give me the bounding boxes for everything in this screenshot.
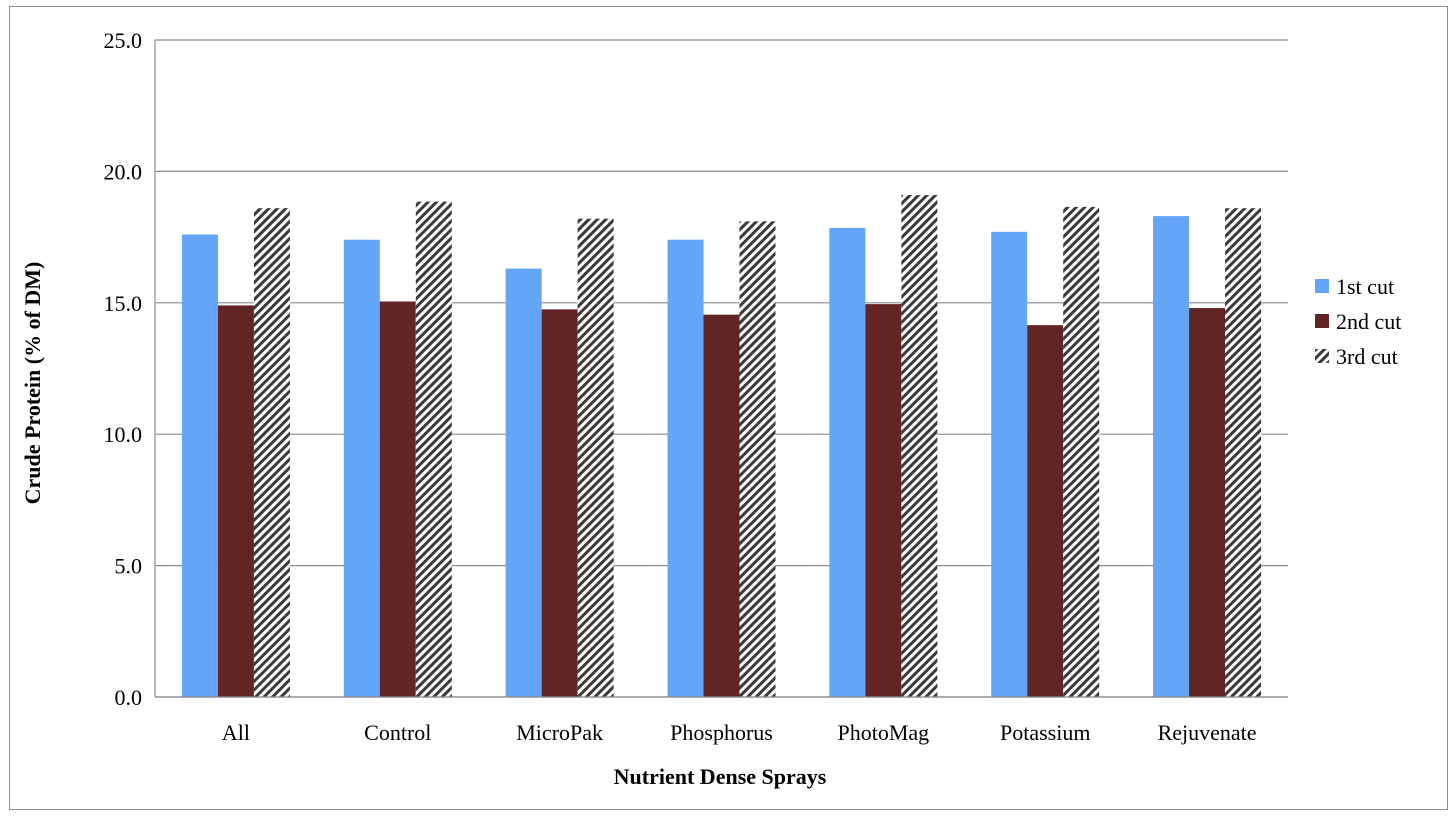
- axes: [154, 40, 1288, 698]
- bar-2nd-cut-phosphorus: [703, 314, 740, 697]
- x-tick-label: PhotoMag: [838, 720, 930, 745]
- bar-1st-cut-micropak: [505, 268, 542, 697]
- bar-2nd-cut-all: [217, 305, 254, 697]
- y-tick-label: 0.0: [115, 685, 143, 710]
- bar-2nd-cut-control: [379, 301, 416, 697]
- y-tick-label: 25.0: [104, 28, 143, 53]
- bar-1st-cut-phosphorus: [667, 239, 704, 697]
- legend-label: 2nd cut: [1336, 309, 1401, 334]
- x-tick-label: Control: [364, 720, 431, 745]
- bar-1st-cut-potassium: [991, 231, 1028, 697]
- bar-3rd-cut-potassium: [1063, 206, 1100, 698]
- x-tick-label: Rejuvenate: [1158, 720, 1257, 745]
- y-tick-label: 15.0: [104, 291, 143, 316]
- legend-label: 1st cut: [1336, 274, 1394, 299]
- y-tick-label: 20.0: [104, 159, 143, 184]
- bar-2nd-cut-photomag: [865, 304, 902, 697]
- bar-3rd-cut-micropak: [577, 218, 614, 698]
- bar-3rd-cut-rejuvenate: [1225, 208, 1262, 697]
- bar-2nd-cut-rejuvenate: [1189, 308, 1226, 697]
- bar-3rd-cut-photomag: [901, 195, 938, 697]
- legend-swatch: [1315, 314, 1329, 328]
- bar-3rd-cut-phosphorus: [739, 221, 776, 697]
- bar-1st-cut-rejuvenate: [1153, 216, 1190, 698]
- y-tick-label: 10.0: [104, 422, 143, 447]
- y-axis-title: Crude Protein (% of DM): [20, 262, 45, 505]
- x-tick-label: Potassium: [1000, 720, 1090, 745]
- x-axis-title: Nutrient Dense Sprays: [614, 764, 827, 789]
- bar-3rd-cut-control: [415, 201, 452, 697]
- x-tick-label: MicroPak: [516, 720, 603, 745]
- x-tick-label: All: [222, 720, 250, 745]
- legend-label: 3rd cut: [1336, 344, 1398, 369]
- bar-1st-cut-all: [181, 234, 218, 698]
- y-tick-labels: 0.0 5.0 10.0 15.0 20.0 25.0: [104, 28, 143, 710]
- bar-2nd-cut-potassium: [1027, 325, 1064, 697]
- bar-1st-cut-photomag: [829, 227, 866, 698]
- bar-3rd-cut-all: [253, 208, 290, 697]
- bar-2nd-cut-micropak: [541, 309, 578, 697]
- x-tick-label: Phosphorus: [670, 720, 773, 745]
- y-tick-label: 5.0: [115, 554, 143, 579]
- legend-swatch: [1315, 279, 1329, 293]
- bars: [181, 195, 1262, 698]
- legend: 1st cut 2nd cut 3rd cut: [1315, 274, 1401, 369]
- bar-1st-cut-control: [343, 239, 380, 697]
- x-tick-labels: All Control MicroPak Phosphorus PhotoMag Pota…: [222, 720, 1257, 745]
- legend-swatch: [1315, 349, 1329, 363]
